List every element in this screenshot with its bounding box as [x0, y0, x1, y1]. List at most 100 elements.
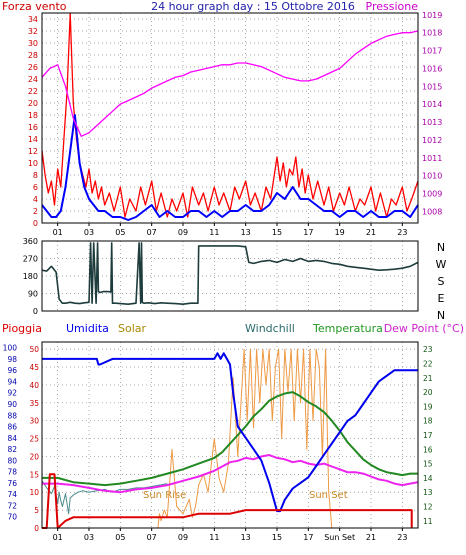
humidity-tick-label: 80	[7, 456, 17, 465]
humidity-tick-label: 72	[7, 501, 17, 510]
temperature-tick-label: 12	[423, 503, 433, 512]
sun-rise-label: Sun Rise	[143, 490, 186, 501]
pressure-tick-label: 1013	[422, 118, 442, 127]
temp-x-tick-label: 03	[84, 533, 94, 542]
temperature-plot-frame	[41, 341, 419, 529]
humidity-tick-label: 92	[7, 389, 17, 398]
wind-tick-label: 12	[28, 147, 38, 156]
temp-x-tick-label: 09	[178, 533, 188, 542]
temperature-tick-label: 21	[423, 374, 433, 383]
temperature-tick-label: 13	[423, 488, 433, 497]
rain-tick-label: 0	[34, 524, 39, 533]
series-gust	[41, 12, 419, 218]
temperature-tick-label: 19	[423, 402, 433, 411]
wind-x-tick-label: 23	[397, 228, 407, 237]
wind-tick-label: 4	[33, 195, 38, 204]
wind-x-tick-label: 21	[366, 228, 376, 237]
wind-x-tick-label: 13	[241, 228, 251, 237]
rain-tick-label: 15	[29, 470, 39, 479]
rain-tick-label: 10	[29, 488, 39, 497]
temperature-tick-label: 18	[423, 417, 433, 426]
pressure-tick-label: 1009	[422, 190, 442, 199]
compass-label: E	[438, 292, 445, 305]
temp-x-tick-label: 21	[366, 533, 376, 542]
wind-tick-label: 6	[33, 183, 38, 192]
temperature-tick-label: 14	[423, 474, 433, 483]
humidity-tick-label: 100	[3, 344, 18, 353]
legend-dew-point: Dew Point (°C)	[384, 322, 464, 335]
series-temperatura	[42, 391, 418, 487]
wind-x-tick-label: 11	[209, 228, 219, 237]
temperature-tick-label: 23	[423, 345, 433, 354]
series-dew-point-c	[42, 454, 419, 494]
temperature-tick-label: 15	[423, 460, 433, 469]
humidity-tick-label: 84	[7, 434, 17, 443]
rain-tick-label: 40	[29, 381, 39, 390]
temp-x-tick-label: 23	[397, 533, 407, 542]
rain-tick-label: 45	[29, 363, 39, 372]
direction-tick-label: 180	[23, 272, 38, 281]
pressure-tick-label: 1017	[422, 47, 442, 56]
series-pioggia	[42, 473, 413, 529]
pressure-tick-label: 1014	[422, 100, 442, 109]
temperature-tick-label: 22	[423, 359, 433, 368]
rain-tick-label: 30	[29, 417, 39, 426]
legend-windchill: Windchill	[245, 322, 295, 335]
wind-x-tick-label: 15	[272, 228, 282, 237]
rain-tick-label: 5	[34, 506, 39, 515]
direction-tick-label: 270	[23, 255, 38, 264]
rain-tick-label: 35	[29, 399, 39, 408]
temperature-tick-label: 20	[423, 388, 433, 397]
temperature-tick-label: 17	[423, 431, 433, 440]
humidity-tick-label: 96	[7, 366, 17, 375]
wind-tick-label: 22	[28, 87, 38, 96]
pressure-tick-label: 1016	[422, 64, 442, 73]
wind-plot-frame	[41, 12, 419, 224]
pressure-tick-label: 1015	[422, 82, 442, 91]
compass-label: S	[438, 275, 445, 288]
wind-x-tick-label: 03	[84, 228, 94, 237]
humidity-tick-label: 74	[7, 490, 17, 499]
series-windchill	[41, 480, 168, 515]
pressure-tick-label: 1008	[422, 207, 442, 216]
rain-tick-label: 25	[29, 435, 39, 444]
legend-umidita: Umidita	[66, 322, 109, 335]
humidity-tick-label: 82	[7, 445, 17, 454]
chart-title: 24 hour graph day : 15 Ottobre 2016	[151, 0, 355, 13]
sun-set-label: Sun Set	[309, 490, 348, 501]
humidity-tick-label: 98	[7, 355, 17, 364]
series-layer	[41, 12, 419, 529]
humidity-tick-label: 70	[7, 513, 17, 522]
compass-label: N	[437, 309, 445, 322]
direction-tick-label: 360	[23, 237, 38, 246]
pressure-tick-label: 1018	[422, 29, 442, 38]
humidity-tick-label: 78	[7, 468, 17, 477]
wind-tick-label: 8	[33, 171, 38, 180]
direction-tick-label: 0	[33, 307, 38, 316]
direction-tick-label: 90	[28, 290, 38, 299]
humidity-tick-label: 94	[7, 377, 17, 386]
wind-tick-label: 32	[28, 27, 38, 36]
temp-x-tick-label: 15	[272, 533, 282, 542]
wind-tick-label: 14	[28, 135, 38, 144]
pressure-tick-label: 1011	[422, 154, 442, 163]
temp-x-tick-label: 11	[209, 533, 219, 542]
legend-temperatura: Temperatura	[312, 322, 383, 335]
wind-x-tick-label: 09	[178, 228, 188, 237]
wind-axis-title: Forza vento	[2, 0, 67, 13]
temp-x-tick-label: 07	[147, 533, 157, 542]
wind-tick-label: 16	[28, 123, 38, 132]
wind-x-tick-label: 19	[335, 228, 345, 237]
direction-plot-frame	[41, 240, 419, 312]
pressure-tick-label: 1010	[422, 172, 442, 181]
series-umidita	[42, 352, 418, 513]
wind-tick-label: 0	[33, 219, 38, 228]
wind-tick-label: 34	[28, 15, 38, 24]
temp-x-tick-label: 13	[241, 533, 251, 542]
tick-layer: 0246810121416182022242628303234100810091…	[3, 11, 447, 542]
temp-x-tick-label: 05	[115, 533, 125, 542]
rain-tick-label: 50	[29, 345, 39, 354]
wind-tick-label: 24	[28, 75, 38, 84]
